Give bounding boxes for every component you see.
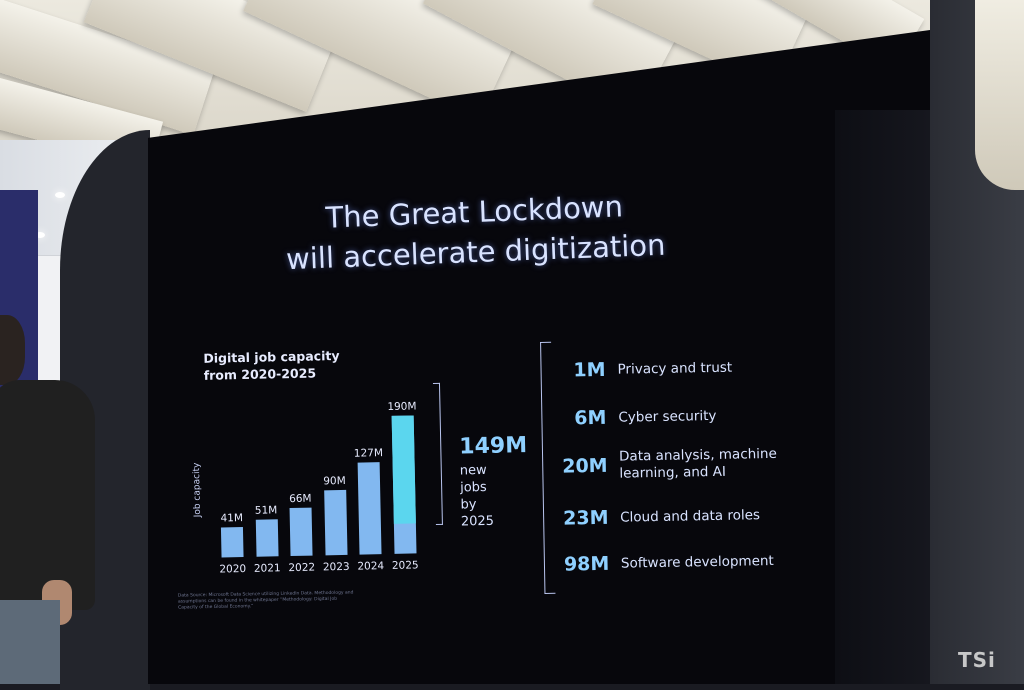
ceiling-light xyxy=(35,232,45,238)
breakdown-item: 1M Privacy and trust xyxy=(560,355,800,382)
new-jobs-caption-line: new jobs xyxy=(459,462,487,496)
breakdown-item: 6M Cyber security xyxy=(561,403,801,430)
presenter-legs xyxy=(0,600,60,684)
breakdown-value: 20M xyxy=(562,454,608,478)
chart-title-line: from 2020-2025 xyxy=(203,365,317,383)
ceiling-light xyxy=(55,192,65,198)
job-capacity-chart: Digital job capacity from 2020-2025 Job … xyxy=(191,334,527,600)
breakdown-item: 20M Data analysis, machine learning, and… xyxy=(562,445,803,483)
new-jobs-total: 149M xyxy=(459,433,528,460)
bar-2022 xyxy=(289,507,313,557)
bar-2023 xyxy=(323,489,348,556)
bar-growth-segment xyxy=(391,415,416,525)
bar-value-label: 51M xyxy=(254,504,278,517)
breakdown-item: 23M Cloud and data roles xyxy=(562,503,803,530)
breakdown-label-line: Software development xyxy=(620,552,774,572)
presenter-body xyxy=(0,380,95,610)
bar-2025 xyxy=(391,415,417,554)
bar-value-label: 90M xyxy=(323,474,346,487)
new-jobs-caption: new jobs by 2025 xyxy=(460,462,495,531)
breakdown-label-line: learning, and AI xyxy=(619,463,727,482)
breakdown-label: Data analysis, machine learning, and AI xyxy=(619,446,777,483)
growth-bracket xyxy=(432,382,443,525)
bar-2020 xyxy=(220,527,244,558)
x-tick-label: 2025 xyxy=(391,559,419,572)
breakdown-label: Privacy and trust xyxy=(617,359,732,378)
y-axis-label: Job capacity xyxy=(191,462,204,518)
breakdown-value: 1M xyxy=(573,358,606,382)
screen-edge xyxy=(835,110,930,684)
breakdown-label-line: Cloud and data roles xyxy=(619,506,761,526)
breakdown-label: Cyber security xyxy=(618,407,716,426)
breakdown-label-line: Data analysis, machine xyxy=(618,445,777,465)
bar-2024 xyxy=(357,461,382,555)
ceiling-panel xyxy=(975,0,1024,190)
source-note: Data Source: Microsoft Data Science util… xyxy=(177,590,354,611)
breakdown-label-line: Cyber security xyxy=(618,407,717,426)
chart-title-line: Digital job capacity xyxy=(203,347,340,366)
breakdown-item: 98M Software development xyxy=(564,549,804,575)
breakdown-value: 23M xyxy=(562,506,609,530)
bar-value-label: 127M xyxy=(353,446,384,460)
new-jobs-caption-line: by 2025 xyxy=(460,497,495,530)
breakdown-label-line: Privacy and trust xyxy=(617,359,733,378)
watermark-logo: TSi xyxy=(958,648,996,672)
presenter-head xyxy=(0,315,25,385)
breakdown-label: Cloud and data roles xyxy=(620,507,760,526)
breakdown-value: 6M xyxy=(574,406,607,430)
breakdown-label: Software development xyxy=(621,552,774,572)
display-screen xyxy=(148,30,930,684)
chart-title: Digital job capacity from 2020-2025 xyxy=(203,347,340,384)
breakdown-value: 98M xyxy=(563,552,610,576)
bar-value-label: 190M xyxy=(387,400,417,413)
job-breakdown-list: 1M Privacy and trust 6M Cyber security 2… xyxy=(540,333,804,597)
bar-value-label: 66M xyxy=(289,492,312,506)
bar-2021 xyxy=(255,519,279,557)
